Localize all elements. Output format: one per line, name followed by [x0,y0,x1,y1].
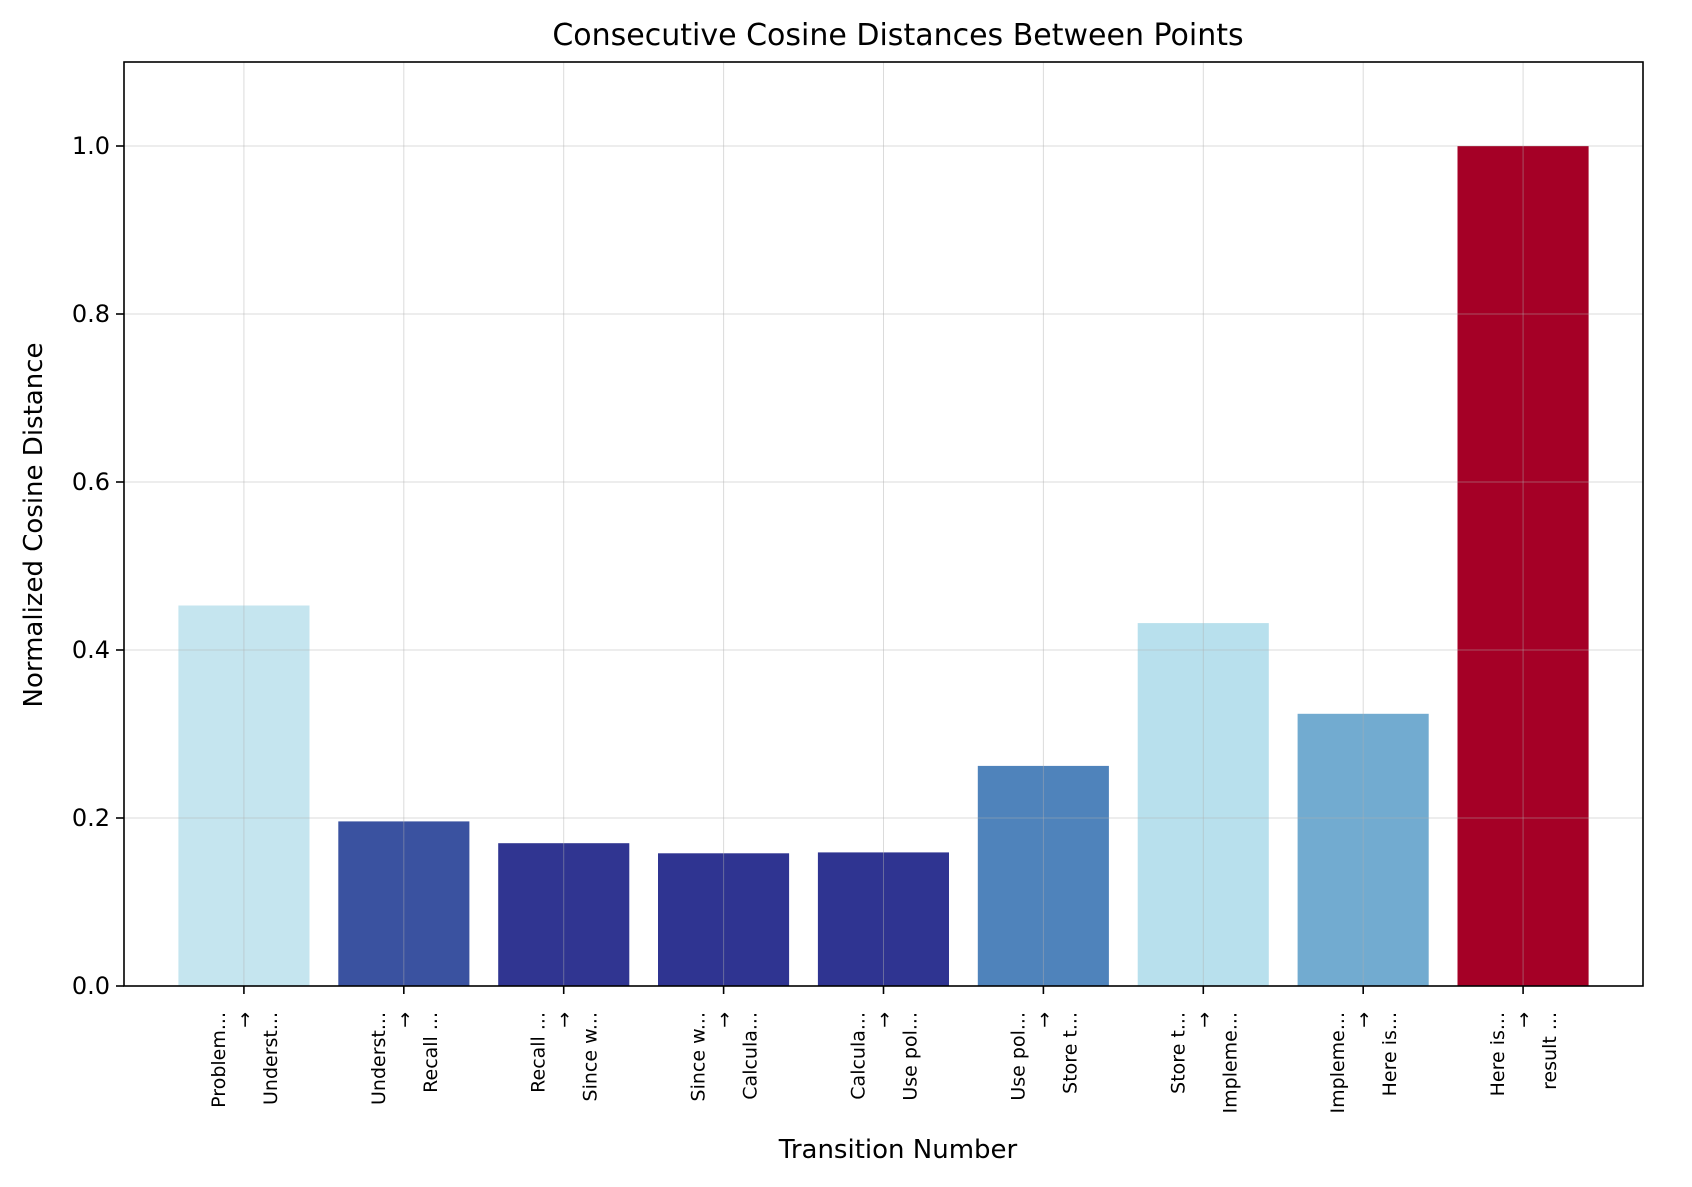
bar-1 [178,605,310,986]
bar-4 [658,853,790,986]
x-tick-arrow-3: → [554,1012,576,1028]
x-tick-arrow-7: → [1193,1012,1215,1028]
x-axis-label: Transition Number [778,1135,1018,1165]
x-tick-label-5: Calcula... → Use pol... [848,1012,922,1101]
y-tick-label-4: 0.8 [72,300,110,328]
y-tick-label-2: 0.4 [72,636,110,664]
axes-layer [123,61,1644,987]
grid-layer [124,62,1643,987]
plot-frame [123,61,1644,987]
x-tick-from-5: Calcula... [848,1012,870,1100]
y-axis-label: Normalized Cosine Distance [19,343,49,708]
x-tick-arrow-1: → [234,1012,256,1028]
bars-layer [178,146,1589,986]
x-tick-arrow-2: → [394,1012,416,1028]
bar-9 [1457,146,1589,986]
x-tick-arrow-6: → [1033,1012,1055,1028]
x-tick-label-6: Use pol... → Store t... [1007,1012,1081,1101]
x-tick-to-5: Use pol... [900,1012,922,1101]
x-tick-from-6: Use pol... [1007,1012,1029,1101]
x-tick-to-4: Calcula... [740,1012,762,1100]
chart-title: Consecutive Cosine Distances Between Poi… [552,18,1243,53]
x-tick-label-1: Problem... → Underst... [208,1012,282,1108]
x-tick-from-1: Problem... [208,1012,230,1108]
x-tick-arrow-8: → [1353,1012,1375,1028]
y-tick-label-1: 0.2 [72,804,110,832]
x-tick-from-4: Since w... [688,1012,710,1101]
x-tick-from-2: Underst... [368,1012,390,1105]
bar-8 [1297,713,1429,986]
y-axis-ticks: 0.0 0.2 0.4 0.6 0.8 1.0 [72,132,124,1000]
y-tick-label-3: 0.6 [72,468,110,496]
x-tick-label-9: Here is... → result ... [1487,1012,1561,1096]
x-tick-label-2: Underst... → Recall ... [368,1012,442,1105]
bar-3 [498,843,630,986]
x-tick-arrow-4: → [714,1012,736,1028]
x-tick-arrow-9: → [1513,1012,1535,1028]
x-tick-from-3: Recall ... [528,1012,550,1093]
y-tick-label-0: 0.0 [72,972,110,1000]
bar-6 [977,765,1109,986]
x-axis-ticks: Problem... → Underst... Underst... → Recall .… [208,986,1561,1113]
x-tick-to-2: Recall ... [420,1012,442,1093]
bar-2 [338,821,470,986]
x-tick-label-7: Store t... → Impleme... [1167,1012,1241,1113]
x-tick-from-8: Impleme... [1327,1012,1349,1113]
bar-5 [817,852,949,986]
x-tick-to-7: Impleme... [1219,1012,1241,1113]
x-tick-from-9: Here is... [1487,1012,1509,1096]
y-tick-label-5: 1.0 [72,132,110,160]
x-tick-to-6: Store t... [1059,1012,1081,1094]
x-tick-to-3: Since w... [580,1012,602,1101]
bar-7 [1137,623,1269,986]
x-tick-to-9: result ... [1539,1012,1561,1090]
x-tick-to-1: Underst... [260,1012,282,1105]
x-tick-label-3: Recall ... → Since w... [528,1012,602,1101]
x-tick-arrow-5: → [874,1012,896,1028]
x-tick-from-7: Store t... [1167,1012,1189,1094]
x-tick-label-4: Since w... → Calcula... [688,1012,762,1101]
x-tick-label-8: Impleme... → Here is... [1327,1012,1401,1113]
x-tick-to-8: Here is... [1379,1012,1401,1096]
